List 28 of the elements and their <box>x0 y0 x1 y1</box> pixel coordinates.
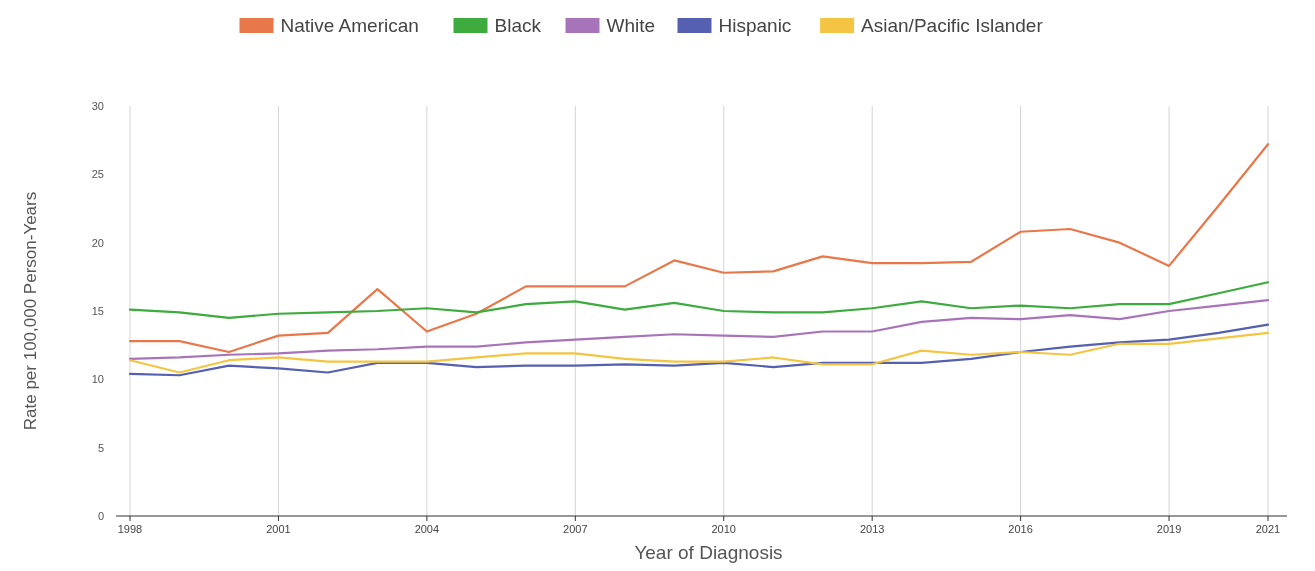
line-series <box>128 323 1270 377</box>
y-axis-title: Rate per 100,000 Person-Years <box>21 191 40 431</box>
legend-label: White <box>606 15 656 37</box>
y-tick-label: 5 <box>97 441 104 454</box>
legend-label: Hispanic <box>718 15 792 37</box>
legend-label: Asian/Pacific Islander <box>861 15 1044 37</box>
x-tick-label: 2016 <box>1008 523 1033 535</box>
y-tick-label: 30 <box>91 99 104 112</box>
legend-label: Black <box>494 15 542 37</box>
legend-label: Native American <box>280 15 419 37</box>
x-tick-label: 2013 <box>859 523 885 535</box>
x-tick-label: 2007 <box>563 523 588 535</box>
line-series <box>128 143 1270 354</box>
line-series <box>128 281 1270 319</box>
line-series <box>128 331 1270 374</box>
y-tick-label: 10 <box>91 373 104 386</box>
line-series <box>128 298 1270 360</box>
x-tick-label: 2019 <box>1156 523 1182 535</box>
x-tick-label: 2001 <box>266 523 291 535</box>
y-tick-label: 20 <box>91 236 104 249</box>
y-tick-label: 25 <box>91 168 104 181</box>
x-tick-label: 1998 <box>117 523 143 535</box>
x-tick-label: 2010 <box>711 523 736 535</box>
y-tick-label: 0 <box>97 509 104 522</box>
x-tick-label: 2021 <box>1255 523 1281 535</box>
x-tick-label: 2004 <box>414 523 440 535</box>
y-tick-label: 15 <box>91 304 104 317</box>
x-axis-title: Year of Diagnosis <box>634 542 783 563</box>
